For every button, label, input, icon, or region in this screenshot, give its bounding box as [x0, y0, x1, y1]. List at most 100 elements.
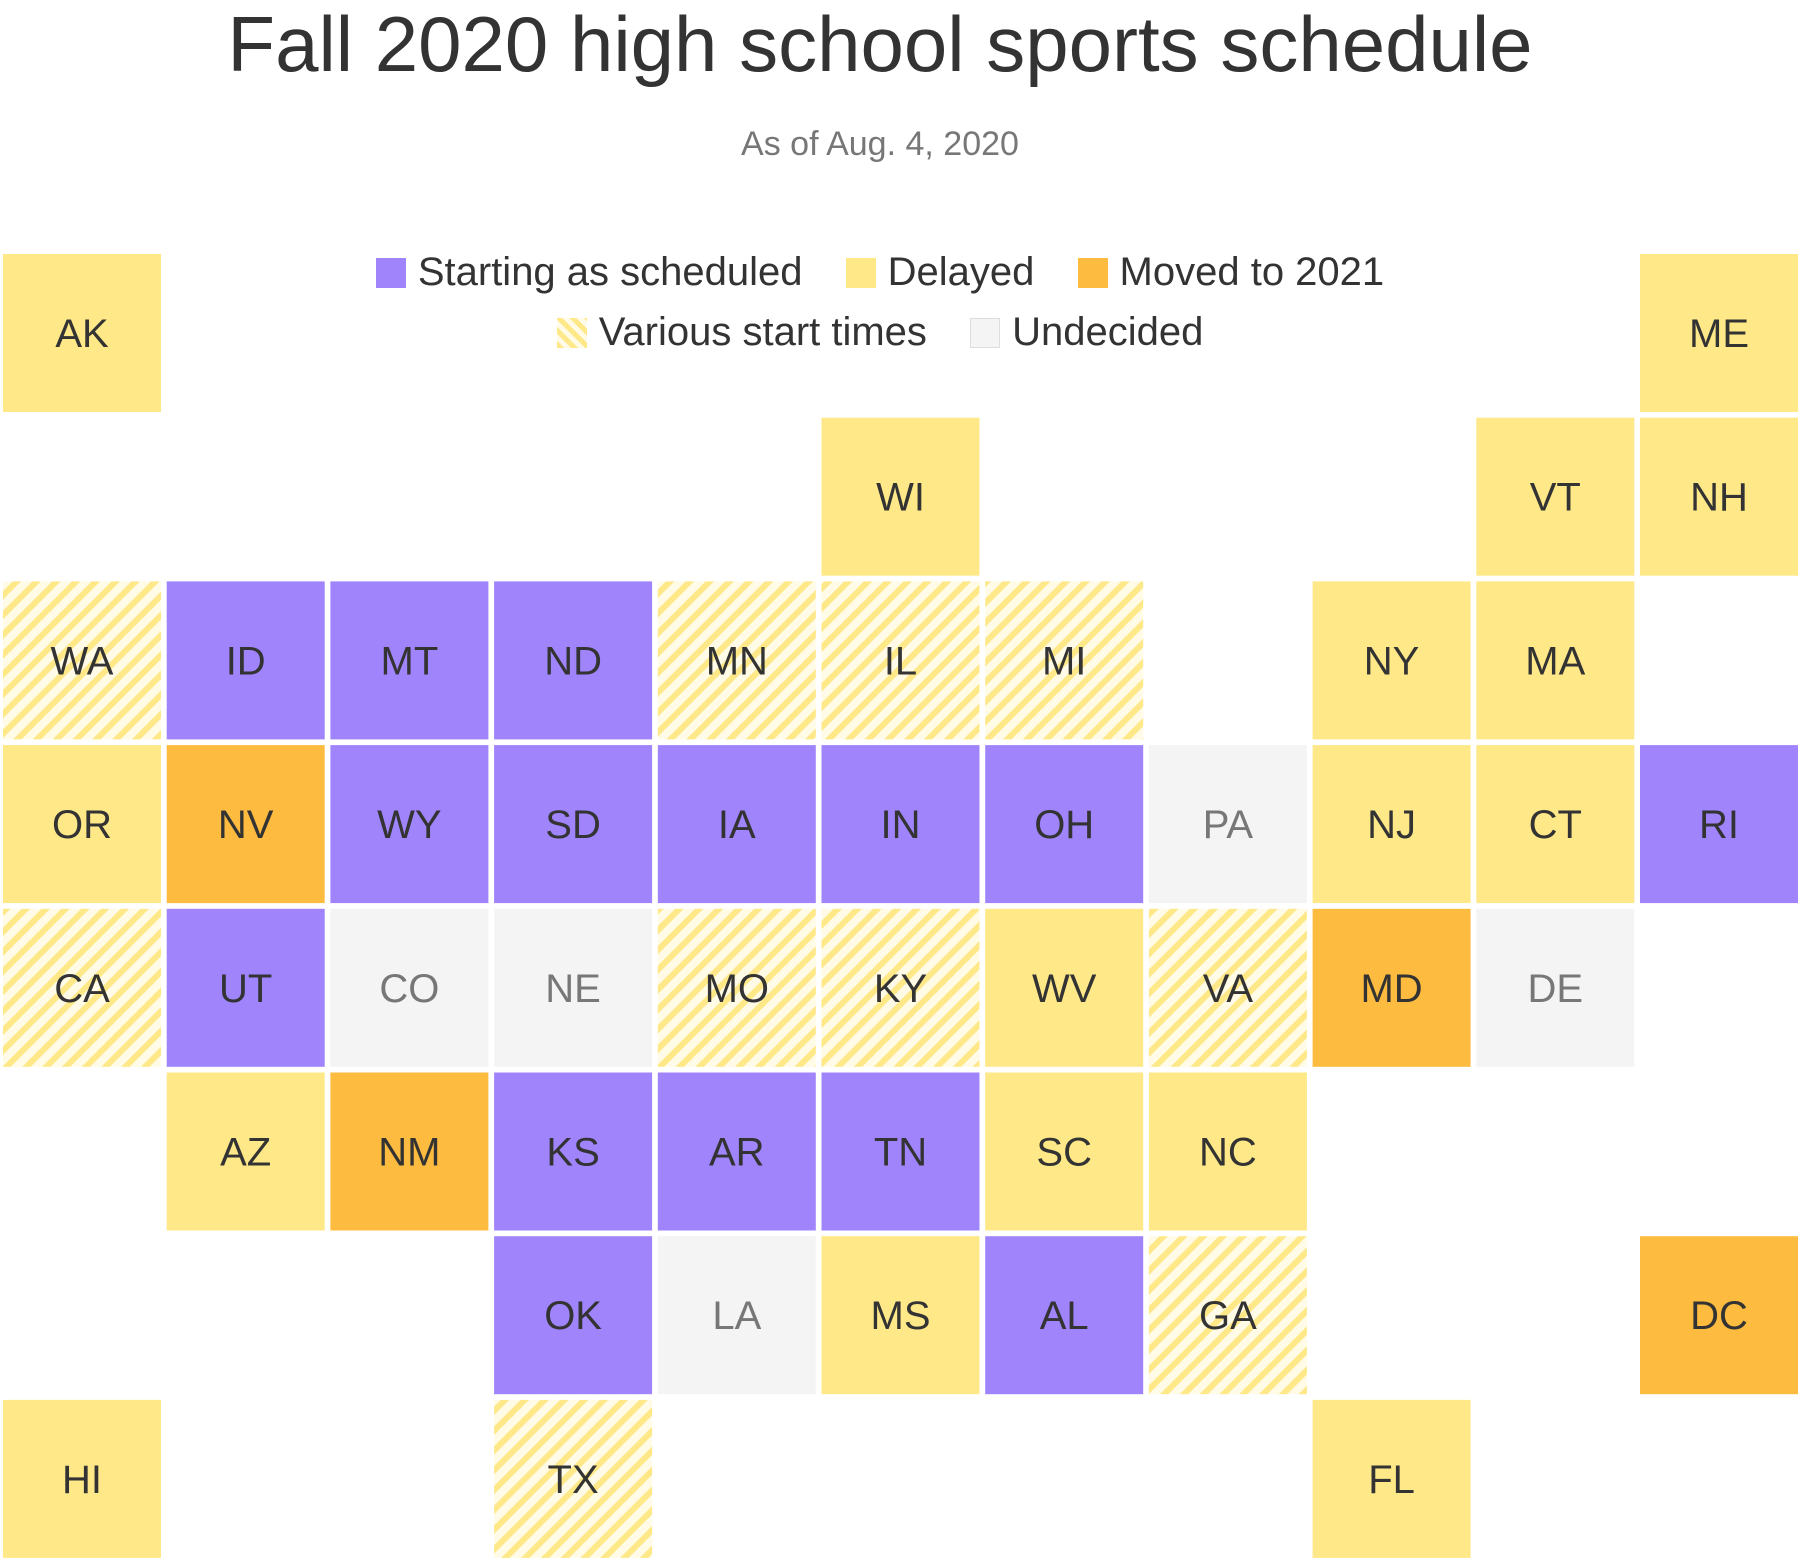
state-tile-wi — [821, 417, 980, 576]
state-tile-pa — [1148, 745, 1307, 904]
chart-title: Fall 2020 high school sports schedule — [227, 0, 1533, 88]
legend-swatch-moved — [1077, 258, 1108, 289]
state-tile-hi — [3, 1399, 161, 1558]
state-tile-oh — [985, 745, 1144, 904]
state-tile-md — [1312, 908, 1471, 1067]
chart-subtitle: As of Aug. 4, 2020 — [741, 125, 1019, 163]
legend-label-delayed: Delayed — [887, 250, 1035, 295]
state-tile-or — [3, 745, 161, 904]
state-tile-de — [1476, 908, 1635, 1067]
state-label-ia: IA — [718, 803, 756, 847]
state-tile-ar — [657, 1072, 816, 1231]
state-tile-ia — [657, 745, 816, 904]
state-label-ne: NE — [545, 967, 601, 1011]
state-label-id: ID — [226, 639, 266, 683]
state-tile-wv — [985, 908, 1144, 1067]
legend-label-undecided: Undecided — [1012, 310, 1204, 355]
state-label-pa: PA — [1203, 803, 1254, 847]
state-tile-nc — [1148, 1072, 1307, 1231]
state-label-ct: CT — [1529, 803, 1582, 847]
state-label-mo: MO — [705, 967, 769, 1011]
state-label-oh: OH — [1034, 803, 1094, 847]
state-label-il: IL — [884, 639, 917, 683]
state-label-nj: NJ — [1367, 803, 1416, 847]
state-label-sd: SD — [545, 803, 601, 847]
state-tile-mi — [985, 581, 1144, 740]
state-tile-nv — [166, 745, 325, 904]
legend-item-moved: Moved to 2021 — [1077, 248, 1385, 296]
state-tile-sc — [985, 1072, 1144, 1231]
legend-label-various: Various start times — [598, 310, 927, 355]
state-tile-la — [657, 1236, 816, 1395]
state-tile-fl — [1312, 1399, 1471, 1558]
state-tile-co — [330, 908, 489, 1067]
state-tile-sd — [494, 745, 653, 904]
state-label-ms: MS — [871, 1294, 931, 1338]
state-label-va: VA — [1203, 967, 1254, 1011]
state-label-co: CO — [379, 967, 439, 1011]
legend-swatch-delayed — [845, 258, 876, 289]
state-tile-wa — [3, 581, 161, 740]
legend-label-scheduled: Starting as scheduled — [417, 250, 803, 295]
state-label-hi: HI — [62, 1458, 102, 1502]
state-tile-az — [166, 1072, 325, 1231]
state-tile-vt — [1476, 417, 1635, 576]
state-label-al: AL — [1040, 1294, 1089, 1338]
state-label-ca: CA — [54, 967, 110, 1011]
state-tile-va — [1148, 908, 1307, 1067]
state-tile-tx — [494, 1399, 653, 1558]
state-tile-nh — [1640, 417, 1798, 576]
state-tile-ut — [166, 908, 325, 1067]
legend-item-delayed: Delayed — [845, 248, 1035, 296]
state-label-mn: MN — [706, 639, 768, 683]
state-label-nh: NH — [1690, 476, 1748, 520]
state-tile-mn — [657, 581, 816, 740]
state-label-nm: NM — [378, 1131, 440, 1175]
legend-row-1: Starting as scheduled Delayed Moved to 2… — [0, 246, 1760, 296]
state-label-me: ME — [1689, 312, 1749, 356]
legend-swatch-various — [556, 318, 587, 349]
state-tile-in — [821, 745, 980, 904]
state-label-wv: WV — [1032, 967, 1097, 1011]
state-label-wy: WY — [377, 803, 441, 847]
state-label-ky: KY — [874, 967, 927, 1011]
state-tile-al — [985, 1236, 1144, 1395]
state-label-ks: KS — [546, 1131, 599, 1175]
legend-item-undecided: Undecided — [970, 308, 1203, 356]
state-label-nv: NV — [218, 803, 274, 847]
legend-label-moved: Moved to 2021 — [1119, 250, 1385, 295]
state-label-sc: SC — [1036, 1131, 1092, 1175]
state-label-or: OR — [52, 803, 112, 847]
state-tile-il — [821, 581, 980, 740]
state-label-tx: TX — [548, 1458, 599, 1502]
state-label-nd: ND — [544, 639, 602, 683]
state-label-mi: MI — [1042, 639, 1086, 683]
state-label-md: MD — [1360, 967, 1422, 1011]
state-label-ak: AK — [55, 312, 109, 356]
state-tiles: AK ME WI VT NH WA ID MT ND MN IL MI NY MA OR NV WY SD IA IN… — [3, 254, 1798, 1558]
state-tile-ct — [1476, 745, 1635, 904]
state-tile-ms — [821, 1236, 980, 1395]
state-label-mt: MT — [381, 639, 439, 683]
state-label-ut: UT — [219, 967, 272, 1011]
state-label-ga: GA — [1199, 1294, 1257, 1338]
state-label-ma: MA — [1525, 639, 1585, 683]
state-label-ri: RI — [1699, 803, 1739, 847]
state-tile-ri — [1640, 745, 1798, 904]
state-tile-ky — [821, 908, 980, 1067]
legend-item-scheduled: Starting as scheduled — [375, 248, 803, 296]
state-label-de: DE — [1528, 967, 1584, 1011]
legend-row-2: Various start times Undecided — [0, 306, 1760, 356]
state-tile-mo — [657, 908, 816, 1067]
legend-swatch-undecided — [970, 318, 1001, 349]
state-tile-dc — [1640, 1236, 1798, 1395]
state-tile-ks — [494, 1072, 653, 1231]
state-tile-mt — [330, 581, 489, 740]
state-tile-nd — [494, 581, 653, 740]
state-label-la: LA — [712, 1294, 761, 1338]
state-tile-wy — [330, 745, 489, 904]
state-label-dc: DC — [1690, 1294, 1748, 1338]
state-tile-tn — [821, 1072, 980, 1231]
state-label-fl: FL — [1368, 1458, 1415, 1502]
legend-item-various: Various start times — [556, 308, 927, 356]
